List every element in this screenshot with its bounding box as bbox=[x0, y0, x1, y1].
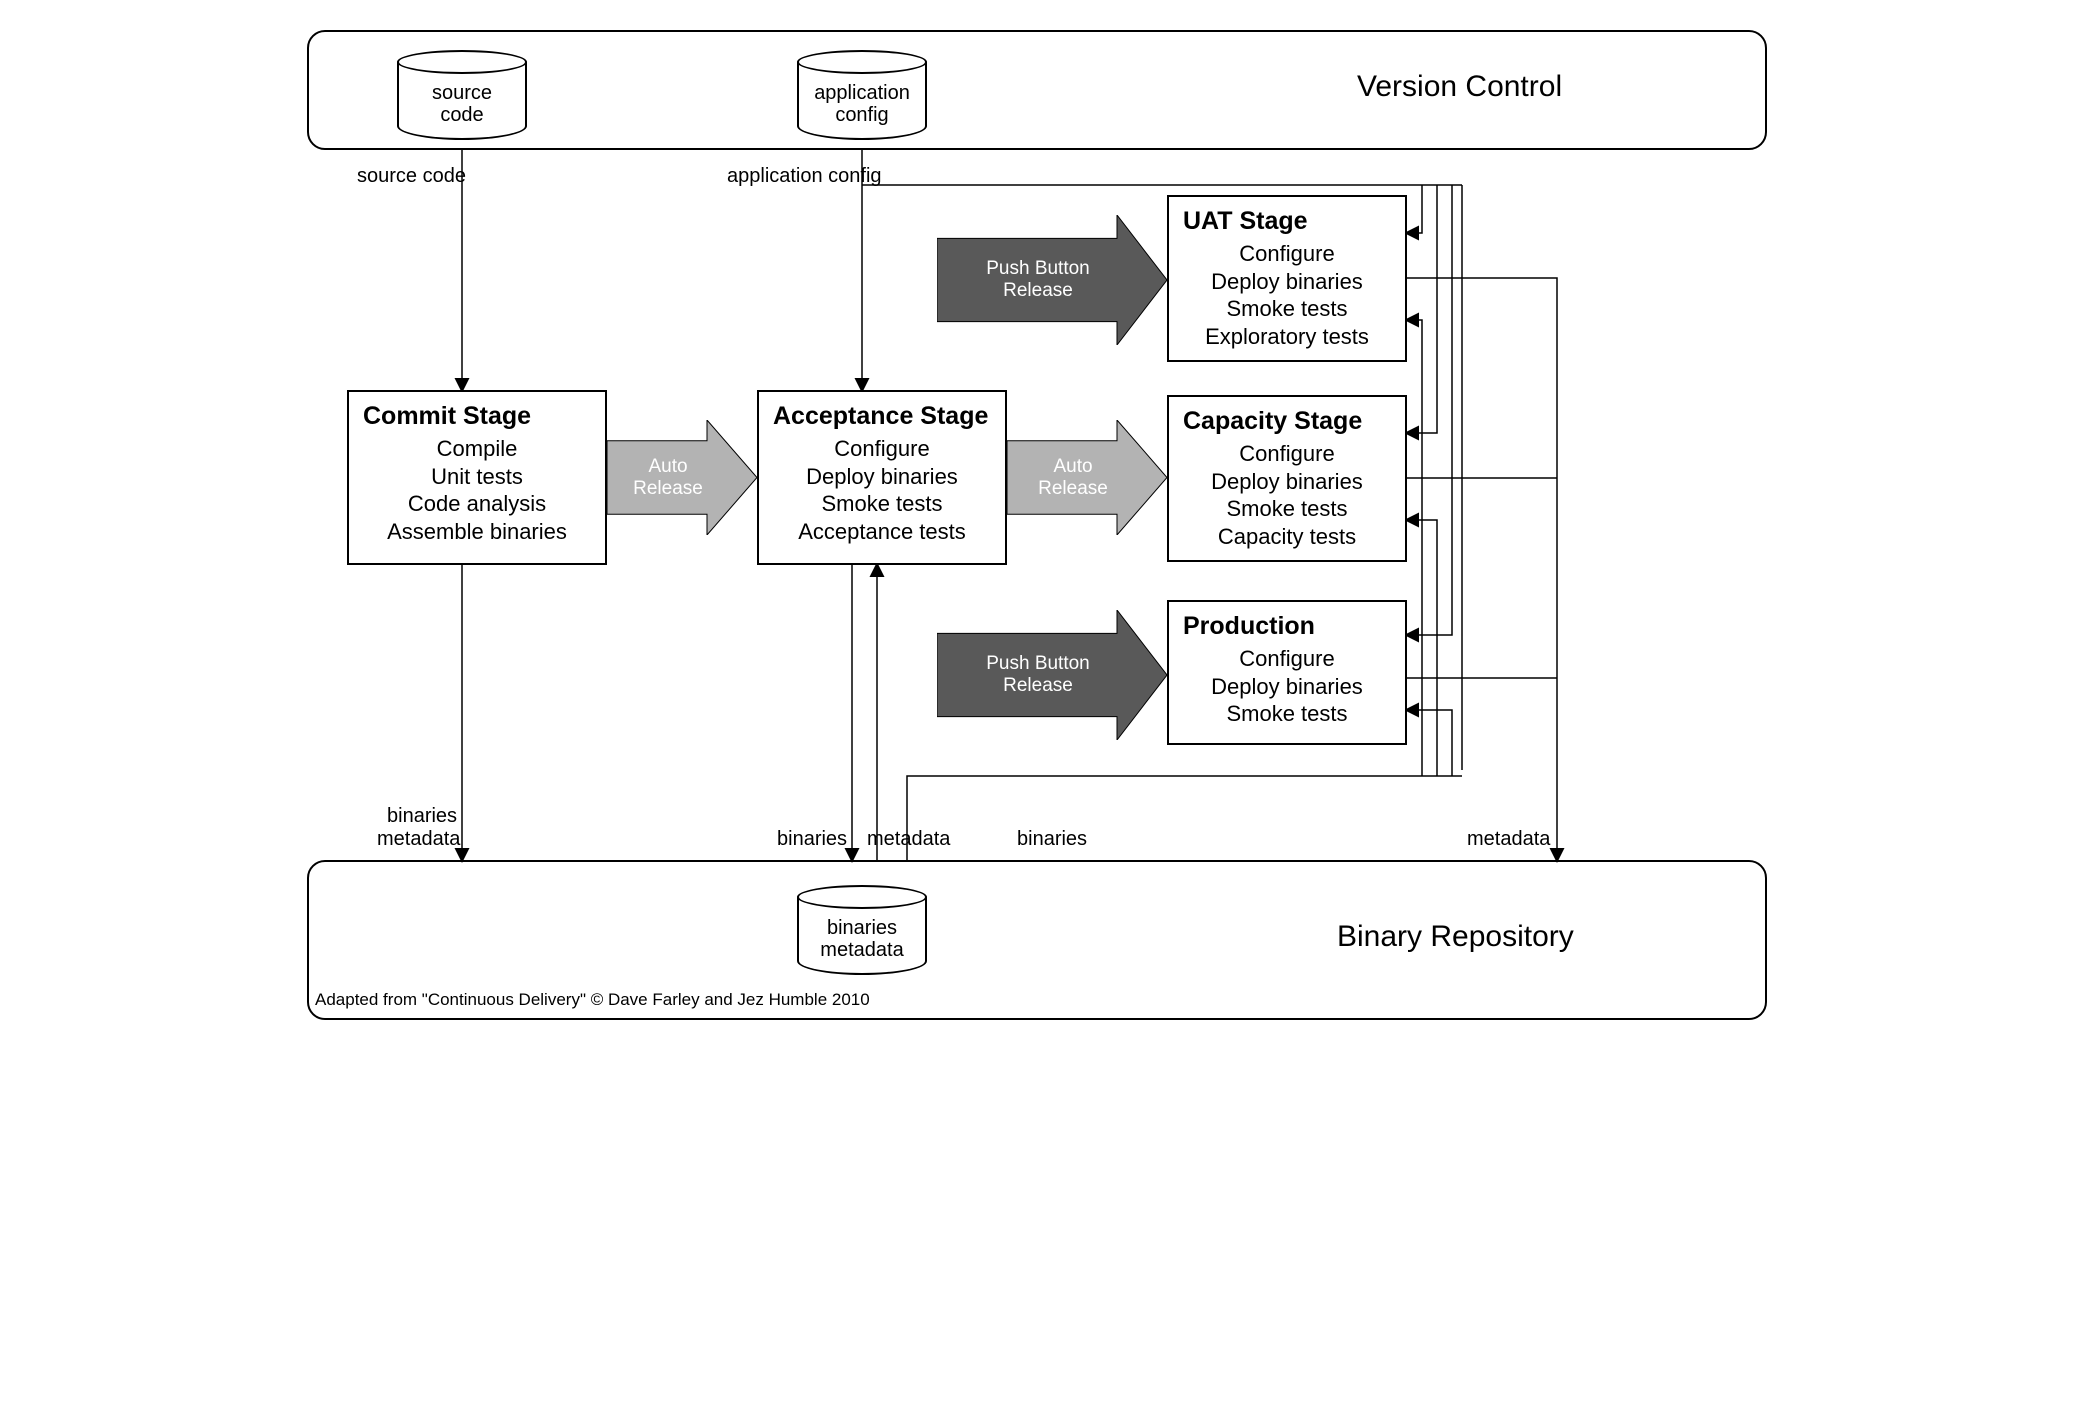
cylinder-line: binaries bbox=[827, 917, 897, 939]
arrow-label: Release bbox=[633, 478, 703, 500]
auto-release-arrow-2: Auto Release bbox=[1007, 420, 1167, 535]
cylinder-line: application bbox=[814, 82, 910, 104]
attribution-footer: Adapted from "Continuous Delivery" © Dav… bbox=[315, 990, 870, 1010]
stage-items: CompileUnit testsCode analysisAssemble b… bbox=[363, 435, 591, 545]
stage-title: Capacity Stage bbox=[1183, 407, 1391, 436]
edge-label: metadata bbox=[1467, 828, 1550, 851]
stage-items: ConfigureDeploy binariesSmoke testsAccep… bbox=[773, 435, 991, 545]
stage-title: Production bbox=[1183, 612, 1391, 641]
cylinder-line: source bbox=[432, 82, 492, 104]
edge-label: binaries bbox=[1017, 828, 1087, 851]
auto-release-arrow-1: Auto Release bbox=[607, 420, 757, 535]
stage-title: Acceptance Stage bbox=[773, 402, 991, 431]
stage-items: ConfigureDeploy binariesSmoke testsCapac… bbox=[1183, 440, 1391, 550]
source-code-cylinder: source code bbox=[397, 50, 527, 140]
arrow-label: Auto bbox=[1053, 456, 1092, 478]
version-control-title: Version Control bbox=[1357, 70, 1562, 104]
edge-label: application config bbox=[727, 165, 882, 188]
edge-label: binaries bbox=[777, 828, 847, 851]
push-button-release-arrow-prod: Push Button Release bbox=[937, 610, 1167, 740]
cylinder-line: config bbox=[835, 104, 888, 126]
edge-label: metadata bbox=[377, 828, 460, 851]
edge-label: metadata bbox=[867, 828, 950, 851]
arrow-label: Auto bbox=[648, 456, 687, 478]
cylinder-line: code bbox=[440, 104, 483, 126]
stage-items: ConfigureDeploy binariesSmoke tests bbox=[1183, 645, 1391, 728]
application-config-cylinder: application config bbox=[797, 50, 927, 140]
edge-label: source code bbox=[357, 165, 466, 188]
arrow-label: Release bbox=[1003, 280, 1073, 302]
stage-items: ConfigureDeploy binariesSmoke testsExplo… bbox=[1183, 240, 1391, 350]
uat-stage-box: UAT Stage ConfigureDeploy binariesSmoke … bbox=[1167, 195, 1407, 362]
arrow-label: Push Button bbox=[986, 653, 1090, 675]
acceptance-stage-box: Acceptance Stage ConfigureDeploy binarie… bbox=[757, 390, 1007, 565]
capacity-stage-box: Capacity Stage ConfigureDeploy binariesS… bbox=[1167, 395, 1407, 562]
stage-title: UAT Stage bbox=[1183, 207, 1391, 236]
arrow-label: Push Button bbox=[986, 258, 1090, 280]
push-button-release-arrow-uat: Push Button Release bbox=[937, 215, 1167, 345]
production-stage-box: Production ConfigureDeploy binariesSmoke… bbox=[1167, 600, 1407, 745]
diagram-canvas: Version Control Binary Repository source… bbox=[297, 20, 1777, 1030]
binary-repository-title: Binary Repository bbox=[1337, 920, 1574, 954]
commit-stage-box: Commit Stage CompileUnit testsCode analy… bbox=[347, 390, 607, 565]
arrow-label: Release bbox=[1003, 675, 1073, 697]
cylinder-line: metadata bbox=[820, 939, 903, 961]
arrow-label: Release bbox=[1038, 478, 1108, 500]
binaries-metadata-cylinder: binaries metadata bbox=[797, 885, 927, 975]
edge-label: binaries bbox=[387, 805, 457, 828]
stage-title: Commit Stage bbox=[363, 402, 591, 431]
